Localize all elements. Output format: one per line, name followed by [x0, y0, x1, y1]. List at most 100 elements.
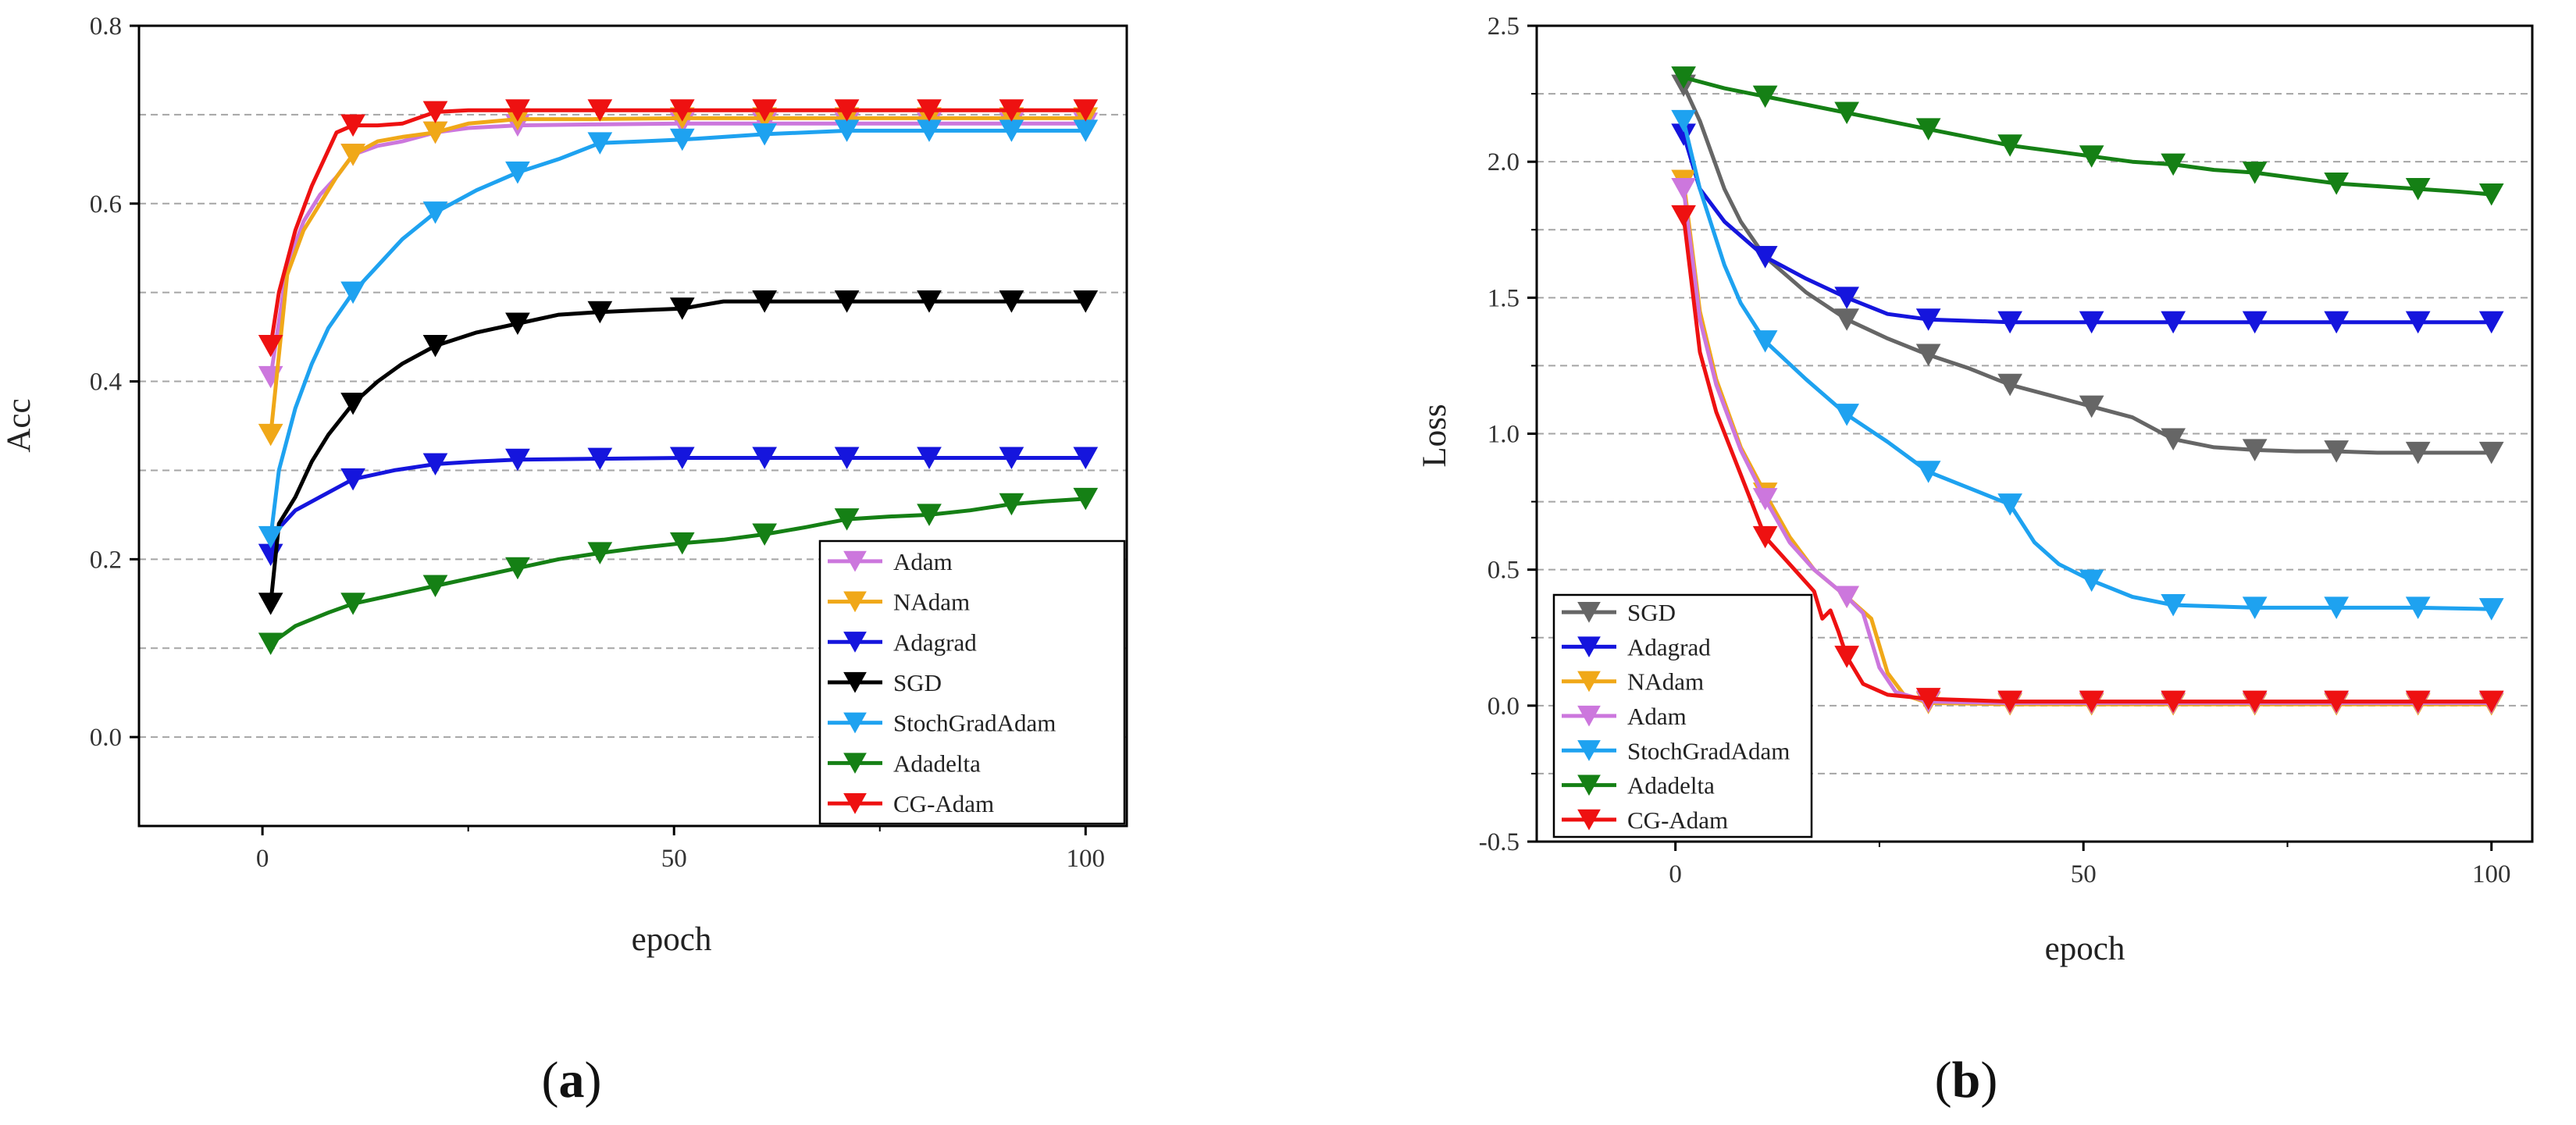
- legend-marker: [1577, 774, 1601, 796]
- data-point-adadelta: [2161, 153, 2186, 176]
- series-adagrad: [258, 447, 1099, 567]
- data-point-sgd: [340, 393, 365, 415]
- x-tick-label: 0: [1669, 860, 1682, 888]
- series-nadam: [258, 107, 1099, 447]
- data-point-cg-adam: [1073, 99, 1099, 122]
- data-point-stochgradadam: [2242, 596, 2268, 619]
- chart-panel-a: 0.00.20.40.60.80 50 100epochAccAdamNAdamAd…: [1, 12, 1128, 1109]
- legend-label: Adagrad: [893, 628, 977, 656]
- data-point-nadam: [340, 144, 365, 166]
- panel-label-open: (: [542, 1052, 559, 1109]
- data-point-adagrad: [340, 468, 365, 491]
- x-tick-label: 50: [661, 845, 687, 873]
- legend-item-cg-adam: CG-Adam: [828, 790, 994, 817]
- y-axis-label: Loss: [1416, 404, 1453, 467]
- legend-marker: [843, 671, 867, 693]
- data-point-cg-adam: [1915, 688, 1941, 710]
- data-point-adagrad: [587, 447, 613, 471]
- series-line-adagrad: [1681, 134, 2492, 325]
- series-cg-adam: [1671, 205, 2504, 714]
- legend-label: Adadelta: [893, 749, 981, 777]
- data-point-adagrad: [1834, 287, 1859, 309]
- data-point-sgd: [2405, 441, 2431, 465]
- data-point-sgd: [2324, 440, 2350, 463]
- data-point-sgd: [505, 312, 530, 336]
- data-point-adadelta: [2079, 145, 2104, 168]
- data-point-adagrad: [422, 453, 448, 476]
- data-point-adadelta: [752, 523, 778, 546]
- data-point-stochgradadam: [2478, 598, 2504, 621]
- data-point-adadelta: [1073, 487, 1099, 511]
- data-point-adadelta: [2405, 178, 2431, 201]
- legend-item-adagrad: Adagrad: [828, 628, 977, 656]
- data-point-cg-adam: [1752, 525, 1778, 549]
- data-point-adagrad: [505, 448, 530, 472]
- series-adagrad: [1671, 123, 2504, 334]
- data-point-adagrad: [2161, 311, 2186, 334]
- data-point-stochgradadam: [2324, 596, 2350, 619]
- y-axis-label: Acc: [1, 398, 37, 452]
- data-point-stochgradadam: [587, 132, 613, 155]
- data-point-cg-adam: [2242, 690, 2268, 714]
- data-point-sgd: [2478, 441, 2504, 465]
- data-point-stochgradadam: [1997, 493, 2022, 516]
- data-point-cg-adam: [669, 99, 695, 122]
- legend-item-adam: Adam: [1562, 703, 1687, 730]
- data-point-adam: [1834, 586, 1859, 609]
- legend-label: NAdam: [1627, 668, 1704, 696]
- data-point-nadam: [258, 423, 283, 447]
- data-point-adagrad: [1915, 308, 1941, 331]
- data-point-sgd: [834, 290, 860, 313]
- x-tick-label: 50: [2071, 860, 2097, 888]
- data-point-adagrad: [1752, 246, 1778, 269]
- data-point-sgd: [422, 335, 448, 358]
- legend-label: Adam: [1627, 703, 1687, 730]
- data-point-adadelta: [340, 593, 365, 615]
- data-point-sgd: [1073, 290, 1099, 313]
- data-point-adagrad: [2405, 311, 2431, 334]
- data-point-cg-adam: [1834, 646, 1859, 668]
- data-point-adadelta: [834, 508, 860, 531]
- data-point-cg-adam: [340, 114, 365, 137]
- x-axis-label: epoch: [2045, 931, 2125, 967]
- series-stochgradadam: [258, 119, 1099, 549]
- series-line-stochgradadam: [1681, 120, 2492, 611]
- legend-item-adadelta: Adadelta: [828, 749, 981, 777]
- series-line-sgd: [1681, 84, 2492, 455]
- legend-item-adam: Adam: [828, 548, 953, 575]
- data-point-adadelta: [669, 532, 695, 555]
- legend-marker: [1577, 602, 1601, 623]
- data-point-sgd: [752, 290, 778, 313]
- y-tick-label: 0.5: [1488, 557, 1520, 585]
- data-point-adagrad: [2079, 311, 2104, 334]
- data-point-adagrad: [834, 447, 860, 470]
- legend-marker: [1577, 705, 1601, 727]
- data-point-cg-adam: [2161, 690, 2186, 714]
- data-point-stochgradadam: [752, 123, 778, 146]
- legend-item-nadam: NAdam: [828, 589, 970, 616]
- legend-label: CG-Adam: [893, 790, 994, 817]
- data-point-cg-adam: [834, 99, 860, 122]
- series-line-nadam: [269, 116, 1086, 436]
- data-point-adagrad: [1997, 311, 2022, 334]
- panel-label-open: (: [1935, 1052, 1952, 1109]
- series-adam: [258, 112, 1099, 389]
- series-line-adadelta: [1683, 75, 2492, 197]
- data-point-adadelta: [258, 632, 283, 656]
- data-point-sgd: [669, 297, 695, 320]
- data-point-stochgradadam: [505, 161, 530, 184]
- series-adadelta: [258, 487, 1099, 656]
- data-point-adadelta: [505, 557, 530, 580]
- data-point-stochgradadam: [2405, 596, 2431, 619]
- series-cg-adam: [258, 99, 1099, 358]
- data-point-adadelta: [2478, 183, 2504, 206]
- legend-label: Adadelta: [1627, 772, 1715, 799]
- chart-panel-b: -0.5 0.0 0.5 1.0 1.5 2.0 2.5 0 50 100 epoch Loss SGD…: [1416, 12, 2534, 1109]
- data-point-adadelta: [999, 493, 1024, 516]
- legend: Adam NAdam Adagrad SGD StochGradAdam Adadelta…: [818, 539, 1126, 825]
- data-point-cg-adam: [917, 99, 942, 122]
- data-point-adadelta: [1915, 118, 1941, 141]
- series-sgd: [258, 290, 1099, 615]
- legend-marker: [1577, 809, 1601, 831]
- panel-label-letter: b: [1952, 1052, 1981, 1109]
